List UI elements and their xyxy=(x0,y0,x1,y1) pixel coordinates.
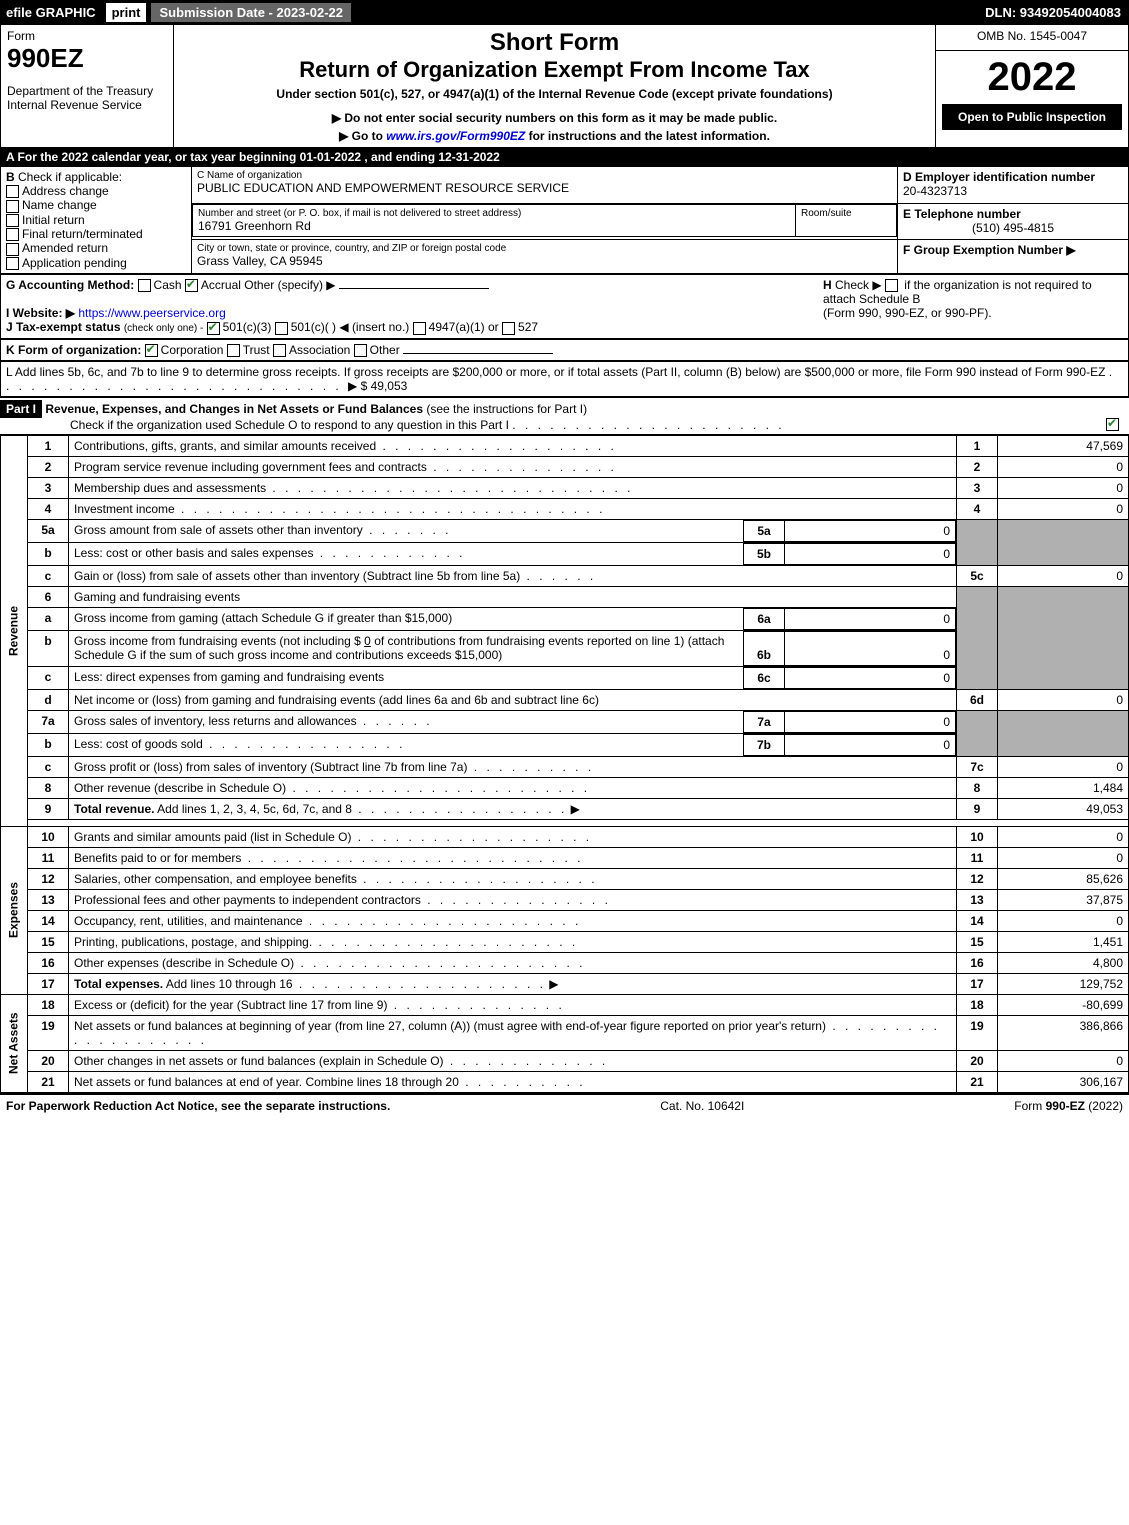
accrual-checkbox[interactable] xyxy=(185,279,198,292)
netassets-section-label: Net Assets xyxy=(1,994,28,1092)
schedule-b-checkbox[interactable] xyxy=(885,279,898,292)
org-name: PUBLIC EDUCATION AND EMPOWERMENT RESOURC… xyxy=(197,181,892,195)
527-checkbox[interactable] xyxy=(502,322,515,335)
goto-note: ▶ Go to www.irs.gov/Form990EZ for instru… xyxy=(180,129,929,143)
omb-number: OMB No. 1545-0047 xyxy=(942,29,1122,43)
E-label: E Telephone number xyxy=(903,207,1021,221)
street-label: Number and street (or P. O. box, if mail… xyxy=(198,208,790,219)
no-ssn-note: ▶ Do not enter social security numbers o… xyxy=(180,111,929,125)
g-h-table: G Accounting Method: Cash Accrual Other … xyxy=(0,274,1129,339)
city-value: Grass Valley, CA 95945 xyxy=(197,254,892,268)
part-i-check-text: Check if the organization used Schedule … xyxy=(70,418,509,432)
schedule-o-checkbox[interactable] xyxy=(1106,418,1119,431)
form-word: Form xyxy=(7,29,167,43)
room-suite-label: Room/suite xyxy=(796,204,897,236)
G-label: G Accounting Method: xyxy=(6,278,134,292)
initial-return-checkbox[interactable] xyxy=(6,214,19,227)
ein-value: 20-4323713 xyxy=(903,184,967,198)
part-i-title: Revenue, Expenses, and Changes in Net As… xyxy=(45,402,423,416)
efile-label: efile GRAPHIC xyxy=(0,5,102,20)
4947-checkbox[interactable] xyxy=(413,322,426,335)
B-label: B xyxy=(6,170,15,184)
form-header: Form 990EZ Department of the Treasury In… xyxy=(0,24,1129,148)
K-label: K Form of organization: xyxy=(6,343,141,357)
501c-checkbox[interactable] xyxy=(275,322,288,335)
footer-right: Form 990-EZ (2022) xyxy=(1014,1099,1123,1113)
short-form: Short Form xyxy=(180,29,929,57)
open-public-inspection: Open to Public Inspection xyxy=(942,104,1122,130)
street-value: 16791 Greenhorn Rd xyxy=(198,219,790,233)
under-section: Under section 501(c), 527, or 4947(a)(1)… xyxy=(180,87,929,101)
irs-link[interactable]: www.irs.gov/Form990EZ xyxy=(386,129,525,143)
org-info-table: B Check if applicable: Address change Na… xyxy=(0,166,1129,274)
dln-label: DLN: 93492054004083 xyxy=(985,5,1129,20)
L-text: L Add lines 5b, 6c, and 7b to line 9 to … xyxy=(6,365,1105,379)
part-i-label: Part I xyxy=(0,400,42,418)
D-label: D Employer identification number xyxy=(903,170,1095,184)
footer-left: For Paperwork Reduction Act Notice, see … xyxy=(6,1099,390,1113)
expenses-section-label: Expenses xyxy=(1,826,28,994)
trust-checkbox[interactable] xyxy=(227,344,240,357)
H-label: H xyxy=(823,278,832,292)
form-number: 990EZ xyxy=(7,43,167,74)
other-org-checkbox[interactable] xyxy=(354,344,367,357)
amended-return-checkbox[interactable] xyxy=(6,243,19,256)
final-return-checkbox[interactable] xyxy=(6,228,19,241)
501c3-checkbox[interactable] xyxy=(207,322,220,335)
revenue-section-label: Revenue xyxy=(1,435,28,826)
tax-year: 2022 xyxy=(942,55,1122,100)
phone-value: (510) 495-4815 xyxy=(903,221,1123,235)
footer-mid: Cat. No. 10642I xyxy=(660,1099,744,1113)
association-checkbox[interactable] xyxy=(273,344,286,357)
F-label: F Group Exemption Number ▶ xyxy=(903,243,1076,257)
I-label: I Website: ▶ xyxy=(6,306,75,320)
dept-treasury: Department of the Treasury Internal Reve… xyxy=(7,84,167,112)
corporation-checkbox[interactable] xyxy=(145,344,158,357)
c-name-label: C Name of organization xyxy=(197,170,892,181)
footer: For Paperwork Reduction Act Notice, see … xyxy=(0,1093,1129,1117)
part-i-instr: (see the instructions for Part I) xyxy=(426,402,587,416)
cash-checkbox[interactable] xyxy=(138,279,151,292)
submission-date: Submission Date - 2023-02-22 xyxy=(150,2,352,23)
main-title: Return of Organization Exempt From Incom… xyxy=(180,57,929,83)
top-bar: efile GRAPHIC print Submission Date - 20… xyxy=(0,0,1129,24)
financial-table: Revenue 1 Contributions, gifts, grants, … xyxy=(0,435,1129,1093)
L-amount: ▶ $ 49,053 xyxy=(348,379,407,393)
check-if-applicable: Check if applicable: xyxy=(18,170,122,184)
address-change-checkbox[interactable] xyxy=(6,185,19,198)
application-pending-checkbox[interactable] xyxy=(6,257,19,270)
name-change-checkbox[interactable] xyxy=(6,200,19,213)
J-label: J Tax-exempt status xyxy=(6,320,121,334)
website-link[interactable]: https://www.peerservice.org xyxy=(78,306,225,320)
part-i-header-row: Part I Revenue, Expenses, and Changes in… xyxy=(0,397,1129,435)
city-label: City or town, state or province, country… xyxy=(197,243,892,254)
L-table: L Add lines 5b, 6c, and 7b to line 9 to … xyxy=(0,361,1129,397)
section-a: A For the 2022 calendar year, or tax yea… xyxy=(0,148,1129,166)
print-button[interactable]: print xyxy=(106,3,147,22)
K-table: K Form of organization: Corporation Trus… xyxy=(0,339,1129,361)
